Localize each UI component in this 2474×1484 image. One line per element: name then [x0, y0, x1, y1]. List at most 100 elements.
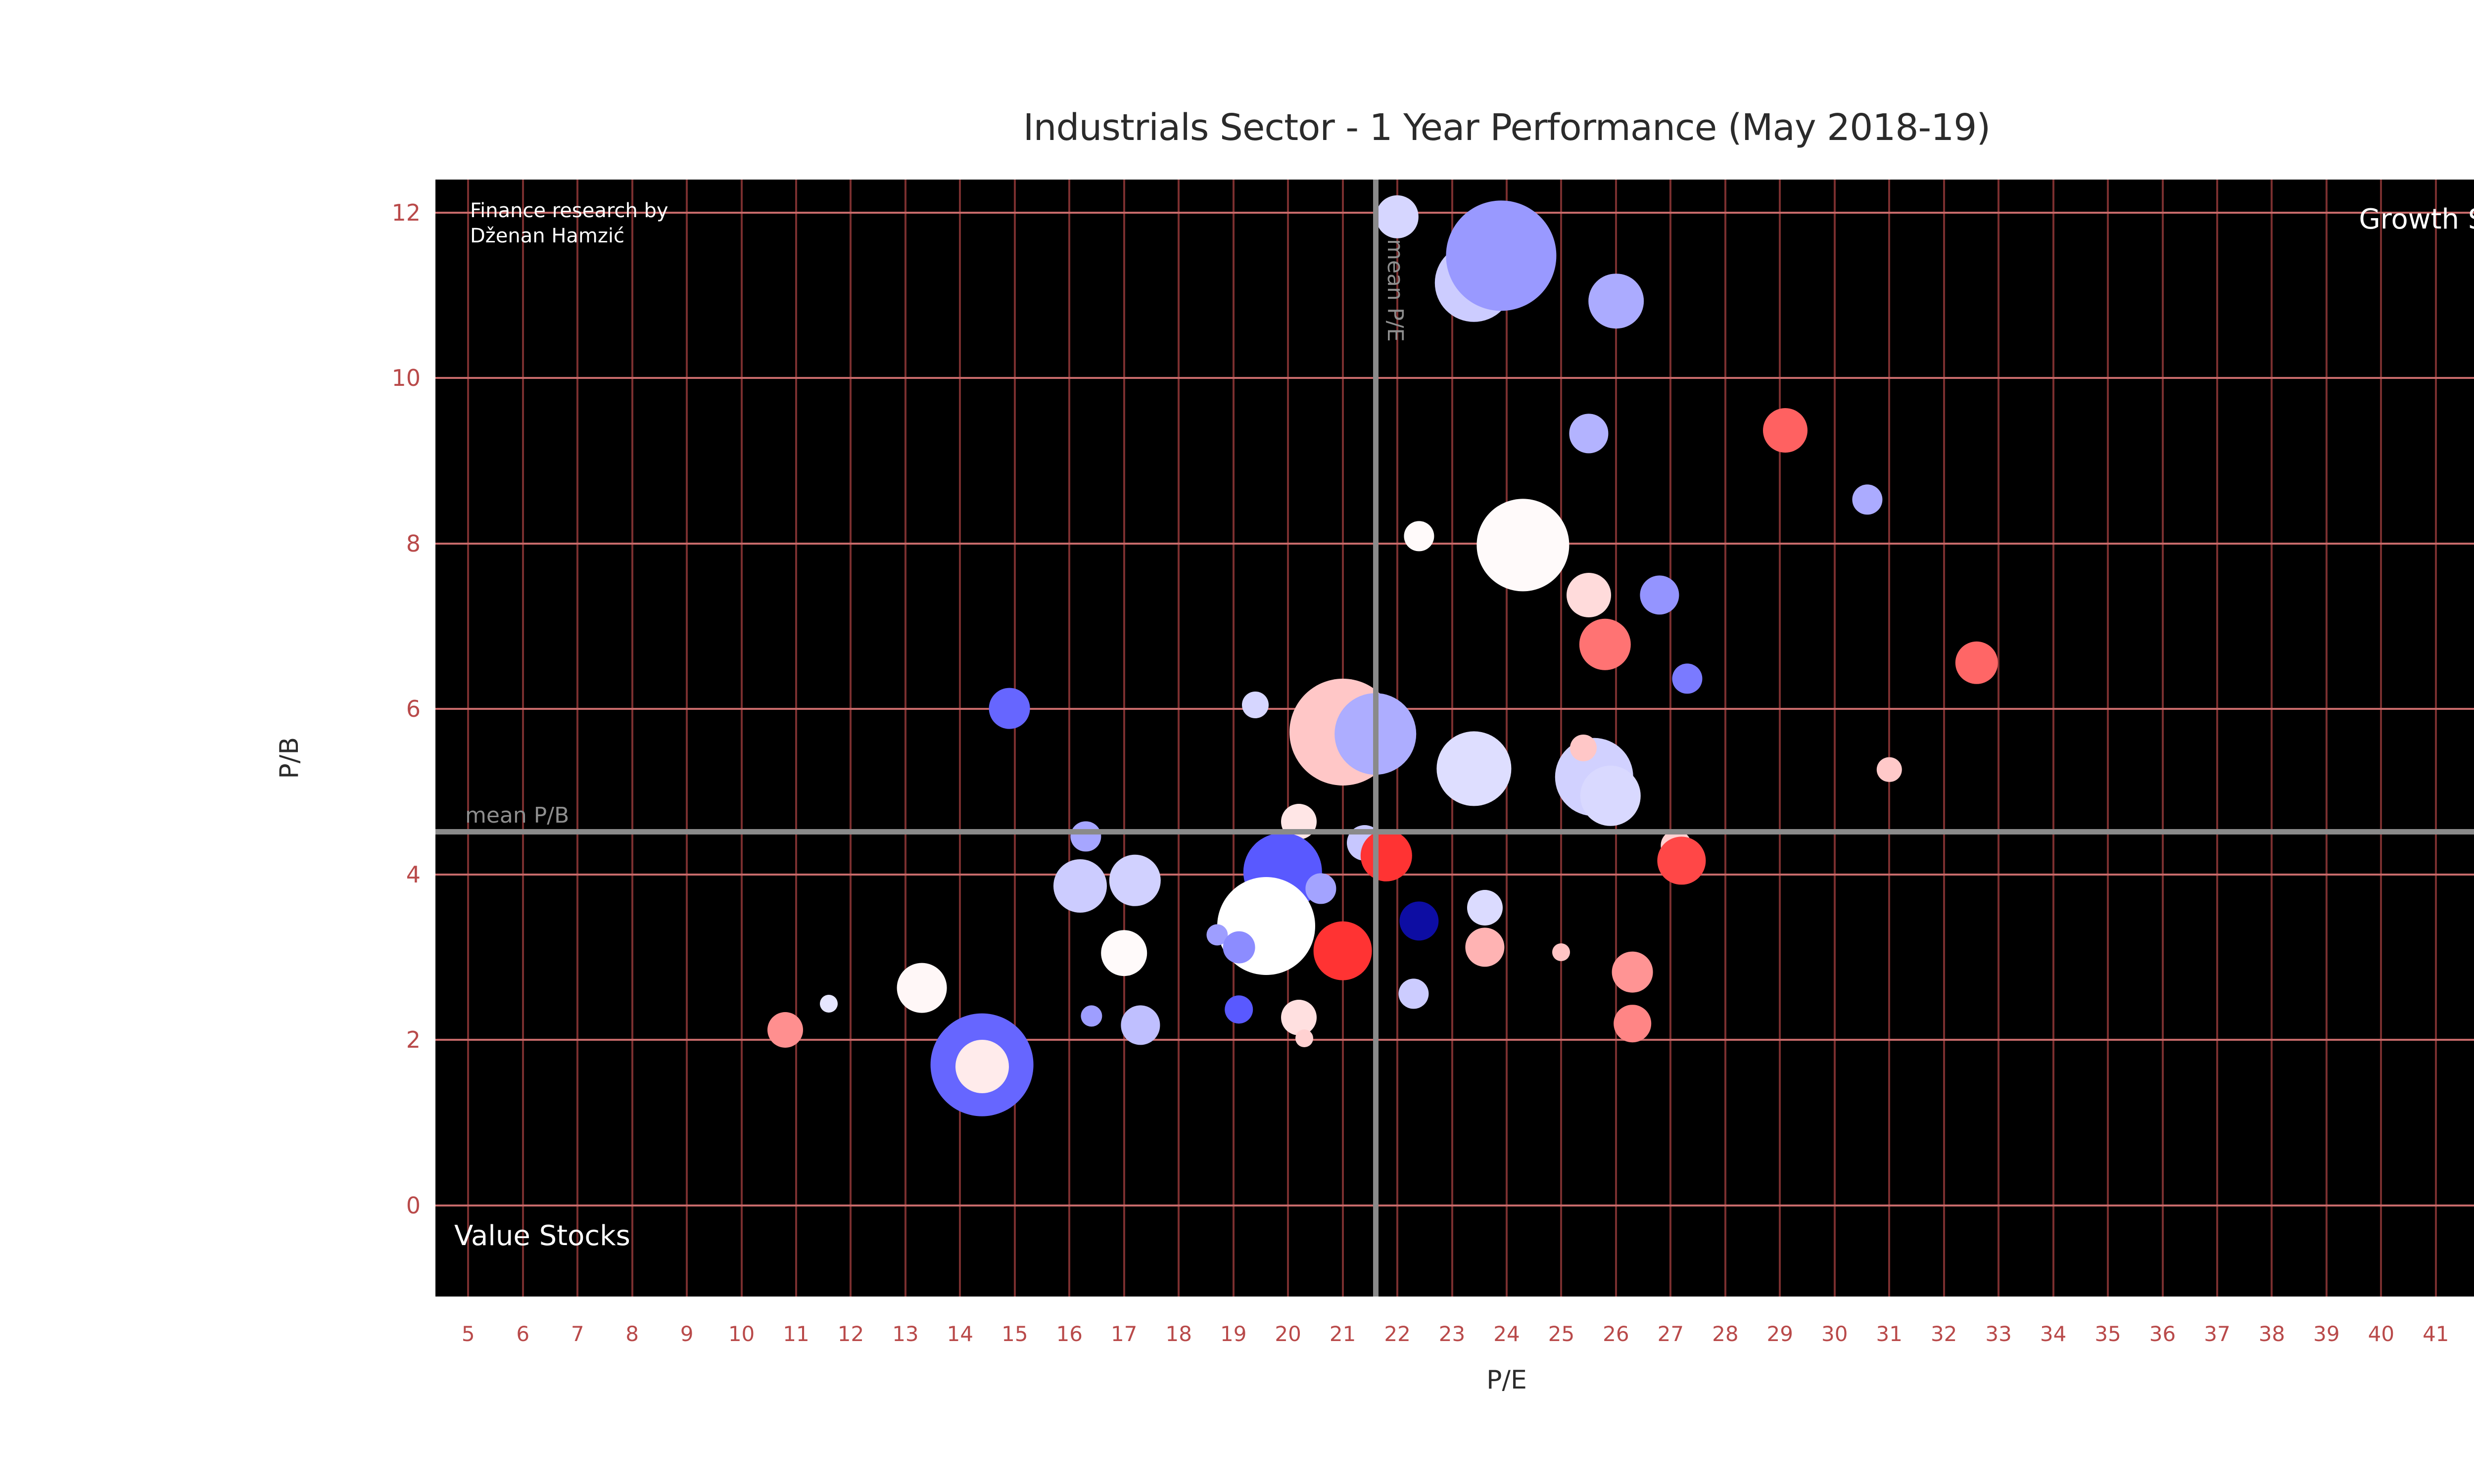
- scatter-point: [1877, 757, 1902, 782]
- scatter-point: [1376, 195, 1419, 238]
- y-gridline: [435, 1039, 2474, 1041]
- x-tick-label: 31: [1876, 1322, 1903, 1346]
- x-tick-label: 23: [1438, 1322, 1466, 1346]
- scatter-point: [1313, 921, 1373, 980]
- scatter-point: [1467, 889, 1503, 926]
- x-tick-label: 34: [2040, 1322, 2067, 1346]
- y-tick-label: 0: [406, 1192, 421, 1219]
- scatter-point: [1360, 830, 1413, 881]
- x-tick-label: 5: [461, 1322, 475, 1346]
- x-tick-label: 32: [1930, 1322, 1957, 1346]
- x-gridline: [467, 180, 470, 1297]
- x-tick-label: 10: [728, 1322, 755, 1346]
- x-tick-label: 17: [1111, 1322, 1138, 1346]
- y-tick-label: 12: [391, 199, 421, 226]
- x-gridline: [686, 180, 688, 1297]
- scatter-point: [989, 688, 1030, 729]
- x-tick-label: 39: [2313, 1322, 2340, 1346]
- scatter-point: [1224, 995, 1253, 1024]
- x-tick-label: 16: [1056, 1322, 1083, 1346]
- x-tick-label: 36: [2149, 1322, 2176, 1346]
- x-gridline: [2216, 180, 2218, 1297]
- x-tick-label: 13: [892, 1322, 919, 1346]
- scatter-point: [1763, 408, 1808, 453]
- x-gridline: [2052, 180, 2054, 1297]
- scatter-point: [1281, 1000, 1317, 1036]
- x-gridline: [576, 180, 579, 1297]
- scatter-point: [1476, 499, 1570, 592]
- x-gridline: [1068, 180, 1071, 1297]
- value-stocks-label: Value Stocks: [454, 1220, 630, 1252]
- x-tick-label: 6: [516, 1322, 530, 1346]
- x-tick-label: 24: [1493, 1322, 1520, 1346]
- y-gridline: [435, 377, 2474, 379]
- page-title: Industrials Sector - 1 Year Performance …: [1023, 106, 1991, 149]
- y-gridline: [435, 708, 2474, 710]
- x-tick-label: 26: [1603, 1322, 1629, 1346]
- x-tick-label: 8: [625, 1322, 639, 1346]
- scatter-point: [820, 994, 838, 1013]
- x-tick-label: 11: [783, 1322, 809, 1346]
- scatter-point: [1640, 575, 1679, 615]
- mean-pb-label: mean P/B: [465, 803, 570, 828]
- x-gridline: [1998, 180, 2000, 1297]
- y-gridline: [435, 542, 2474, 545]
- scatter-point: [1109, 854, 1161, 906]
- scatter-point: [1570, 735, 1597, 762]
- x-gridline: [1888, 180, 1891, 1297]
- y-gridline: [435, 211, 2474, 214]
- scatter-point: [1614, 1005, 1651, 1042]
- mean-pe-label: mean P/E: [1382, 239, 1408, 342]
- mean-pe-reference-line: [1373, 180, 1379, 1297]
- scatter-point: [1580, 765, 1641, 827]
- x-tick-label: 30: [1821, 1322, 1848, 1346]
- x-gridline: [2325, 180, 2328, 1297]
- x-gridline: [1506, 180, 1508, 1297]
- x-tick-label: 28: [1712, 1322, 1739, 1346]
- x-tick-label: 37: [2204, 1322, 2231, 1346]
- scatter-point: [1671, 663, 1703, 694]
- x-tick-label: 19: [1220, 1322, 1247, 1346]
- x-tick-label: 41: [2423, 1322, 2449, 1346]
- x-tick-label: 15: [1001, 1322, 1028, 1346]
- x-tick-label: 38: [2258, 1322, 2285, 1346]
- x-gridline: [740, 180, 743, 1297]
- x-gridline: [2161, 180, 2164, 1297]
- y-tick-label: 8: [406, 530, 421, 557]
- growth-stocks-label: Growth Stocks: [2359, 203, 2474, 235]
- x-tick-label: 29: [1766, 1322, 1794, 1346]
- x-tick-label: 20: [1275, 1322, 1301, 1346]
- x-gridline: [1287, 180, 1289, 1297]
- x-gridline: [1013, 180, 1016, 1297]
- x-gridline: [1123, 180, 1125, 1297]
- y-gridline: [435, 1205, 2474, 1206]
- scatter-point: [955, 1040, 1009, 1094]
- scatter-point: [1612, 951, 1653, 993]
- scatter-point: [1446, 200, 1557, 311]
- scatter-point: [1121, 1005, 1160, 1045]
- scatter-point: [1241, 692, 1269, 719]
- scatter-point: [1465, 928, 1505, 967]
- scatter-point: [1569, 414, 1609, 454]
- x-tick-label: 21: [1329, 1322, 1356, 1346]
- scatter-point: [1955, 641, 1998, 684]
- y-axis-label: P/B: [275, 737, 304, 779]
- scatter-point: [1399, 901, 1439, 941]
- y-tick-label: 4: [406, 861, 421, 888]
- scatter-point: [1053, 859, 1107, 913]
- scatter-point: [1852, 484, 1883, 515]
- scatter-point: [1552, 943, 1570, 962]
- x-gridline: [631, 180, 633, 1297]
- plot-area: mean P/E mean P/B Finance research by Dž…: [435, 180, 2474, 1297]
- scatter-point: [1579, 618, 1631, 671]
- scatter-point: [1436, 731, 1512, 806]
- scatter-point: [1305, 873, 1336, 904]
- x-gridline: [522, 180, 524, 1297]
- y-tick-label: 6: [406, 696, 421, 723]
- x-tick-label: 7: [571, 1322, 584, 1346]
- scatter-point: [1404, 521, 1434, 552]
- x-tick-label: 9: [680, 1322, 694, 1346]
- y-tick-label: 2: [406, 1026, 421, 1054]
- x-gridline: [2434, 180, 2437, 1297]
